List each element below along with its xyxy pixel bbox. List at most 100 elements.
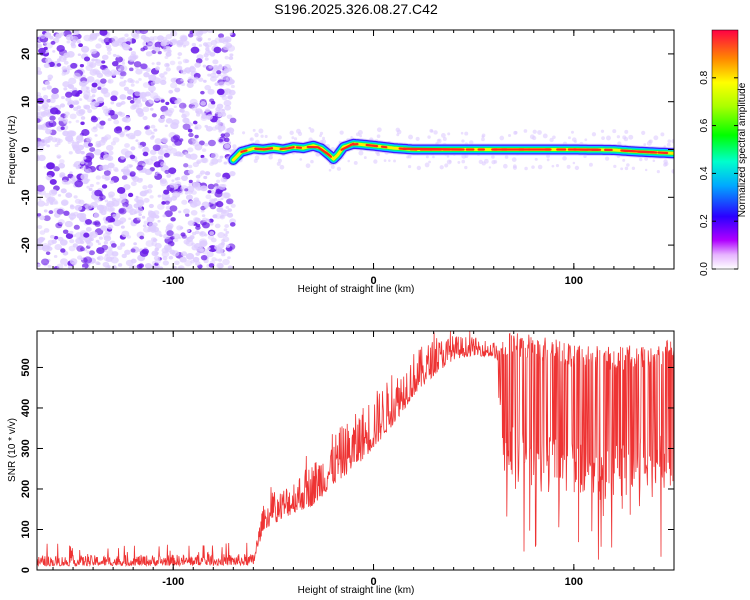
noise-blob [157,203,165,210]
noise-blob [43,46,48,51]
noise-blob [164,200,170,205]
noise-blob [65,91,73,98]
noise-blob [113,126,123,134]
noise-blob [200,254,208,261]
noise-blob [203,53,209,58]
noise-blob [112,213,117,218]
noise-blob [48,61,55,68]
y-tick-label: 400 [20,399,32,417]
noise-blob [73,30,78,33]
noise-blob [195,58,203,64]
noise-blob [72,163,78,168]
noise-blob [137,210,141,213]
noise-blob [140,47,146,52]
noise-blob [80,116,86,120]
noise-blob [38,198,42,201]
noise-blob [68,213,77,220]
noise-blob [166,173,172,178]
noise-blob [206,251,214,258]
noise-blob [165,33,173,40]
halo-dot [407,154,412,159]
noise-blob [37,66,41,72]
noise-blob [162,144,169,149]
noise-blob [200,185,208,192]
noise-blob [207,73,211,77]
noise-blob [137,110,145,117]
noise-blob [75,136,84,143]
noise-blob [129,134,136,140]
noise-blob [123,184,131,190]
noise-blob [59,159,65,164]
noise-blob [199,238,208,245]
x-tick-label: 100 [565,576,583,588]
noise-blob [74,198,82,204]
noise-blob [215,172,222,178]
y-tick-label: 0 [20,567,32,573]
noise-blob [47,77,52,81]
noise-blob [80,150,85,155]
halo-dot [628,134,634,140]
halo-dot [572,137,577,142]
noise-blob [57,138,63,143]
noise-blob [180,78,184,82]
halo-dot [319,134,322,138]
noise-blob [168,167,177,174]
halo-dot [514,130,518,135]
noise-blob [88,62,97,69]
noise-blob [128,217,132,220]
noise-blob [45,251,51,256]
noise-blob [39,230,46,235]
noise-blob [124,143,130,148]
noise-blob [37,225,43,230]
noise-blob [182,117,190,124]
noise-blob [135,195,139,199]
noise-blob [82,156,87,160]
halo-dot [584,138,588,142]
noise-blob [81,166,87,171]
noise-blob [69,204,74,208]
noise-blob [204,84,211,91]
halo-dot [549,137,554,143]
noise-blob [215,110,221,115]
noise-blob [196,159,202,164]
noise-blob [196,179,200,183]
noise-blob [60,188,67,194]
noise-blob [68,77,77,85]
y-tick-label: 100 [20,520,32,538]
noise-blob [170,122,179,130]
noise-blob [108,107,112,111]
noise-blob [50,40,56,45]
noise-blob [110,95,118,102]
noise-blob [87,108,93,114]
signal-peaks [240,142,669,158]
noise-blob [46,144,50,148]
noise-blob [209,203,217,210]
noise-blob [39,215,46,221]
halo-dot [460,131,464,135]
noise-blob [178,266,183,269]
snr-ylabel: SNR (10 * v/v) [7,418,18,482]
noise-blob [47,112,51,115]
noise-blob [57,156,61,159]
colorbar-gradient [711,29,739,270]
noise-blob [221,252,226,257]
noise-blob [202,42,208,47]
noise-blob [69,104,74,109]
noise-blob [61,179,68,185]
colorbar: 0.0 0.2 0.4 0.6 0.8 Normalized spectral ampl… [699,29,748,276]
noise-blob [121,230,130,238]
halo-dot [641,130,646,135]
noise-blob [80,80,88,86]
noise-blob [108,194,114,199]
noise-blob [133,129,142,137]
noise-blob [138,144,143,149]
noise-blob [213,198,218,202]
halo-dot [268,155,273,160]
noise-blob [199,231,206,237]
x-tick-label: -100 [162,576,184,588]
noise-blob [134,90,141,97]
noise-blob [59,258,68,265]
y-tick-label: -10 [20,189,32,205]
noise-blob [191,42,197,47]
noise-blob [145,240,154,247]
